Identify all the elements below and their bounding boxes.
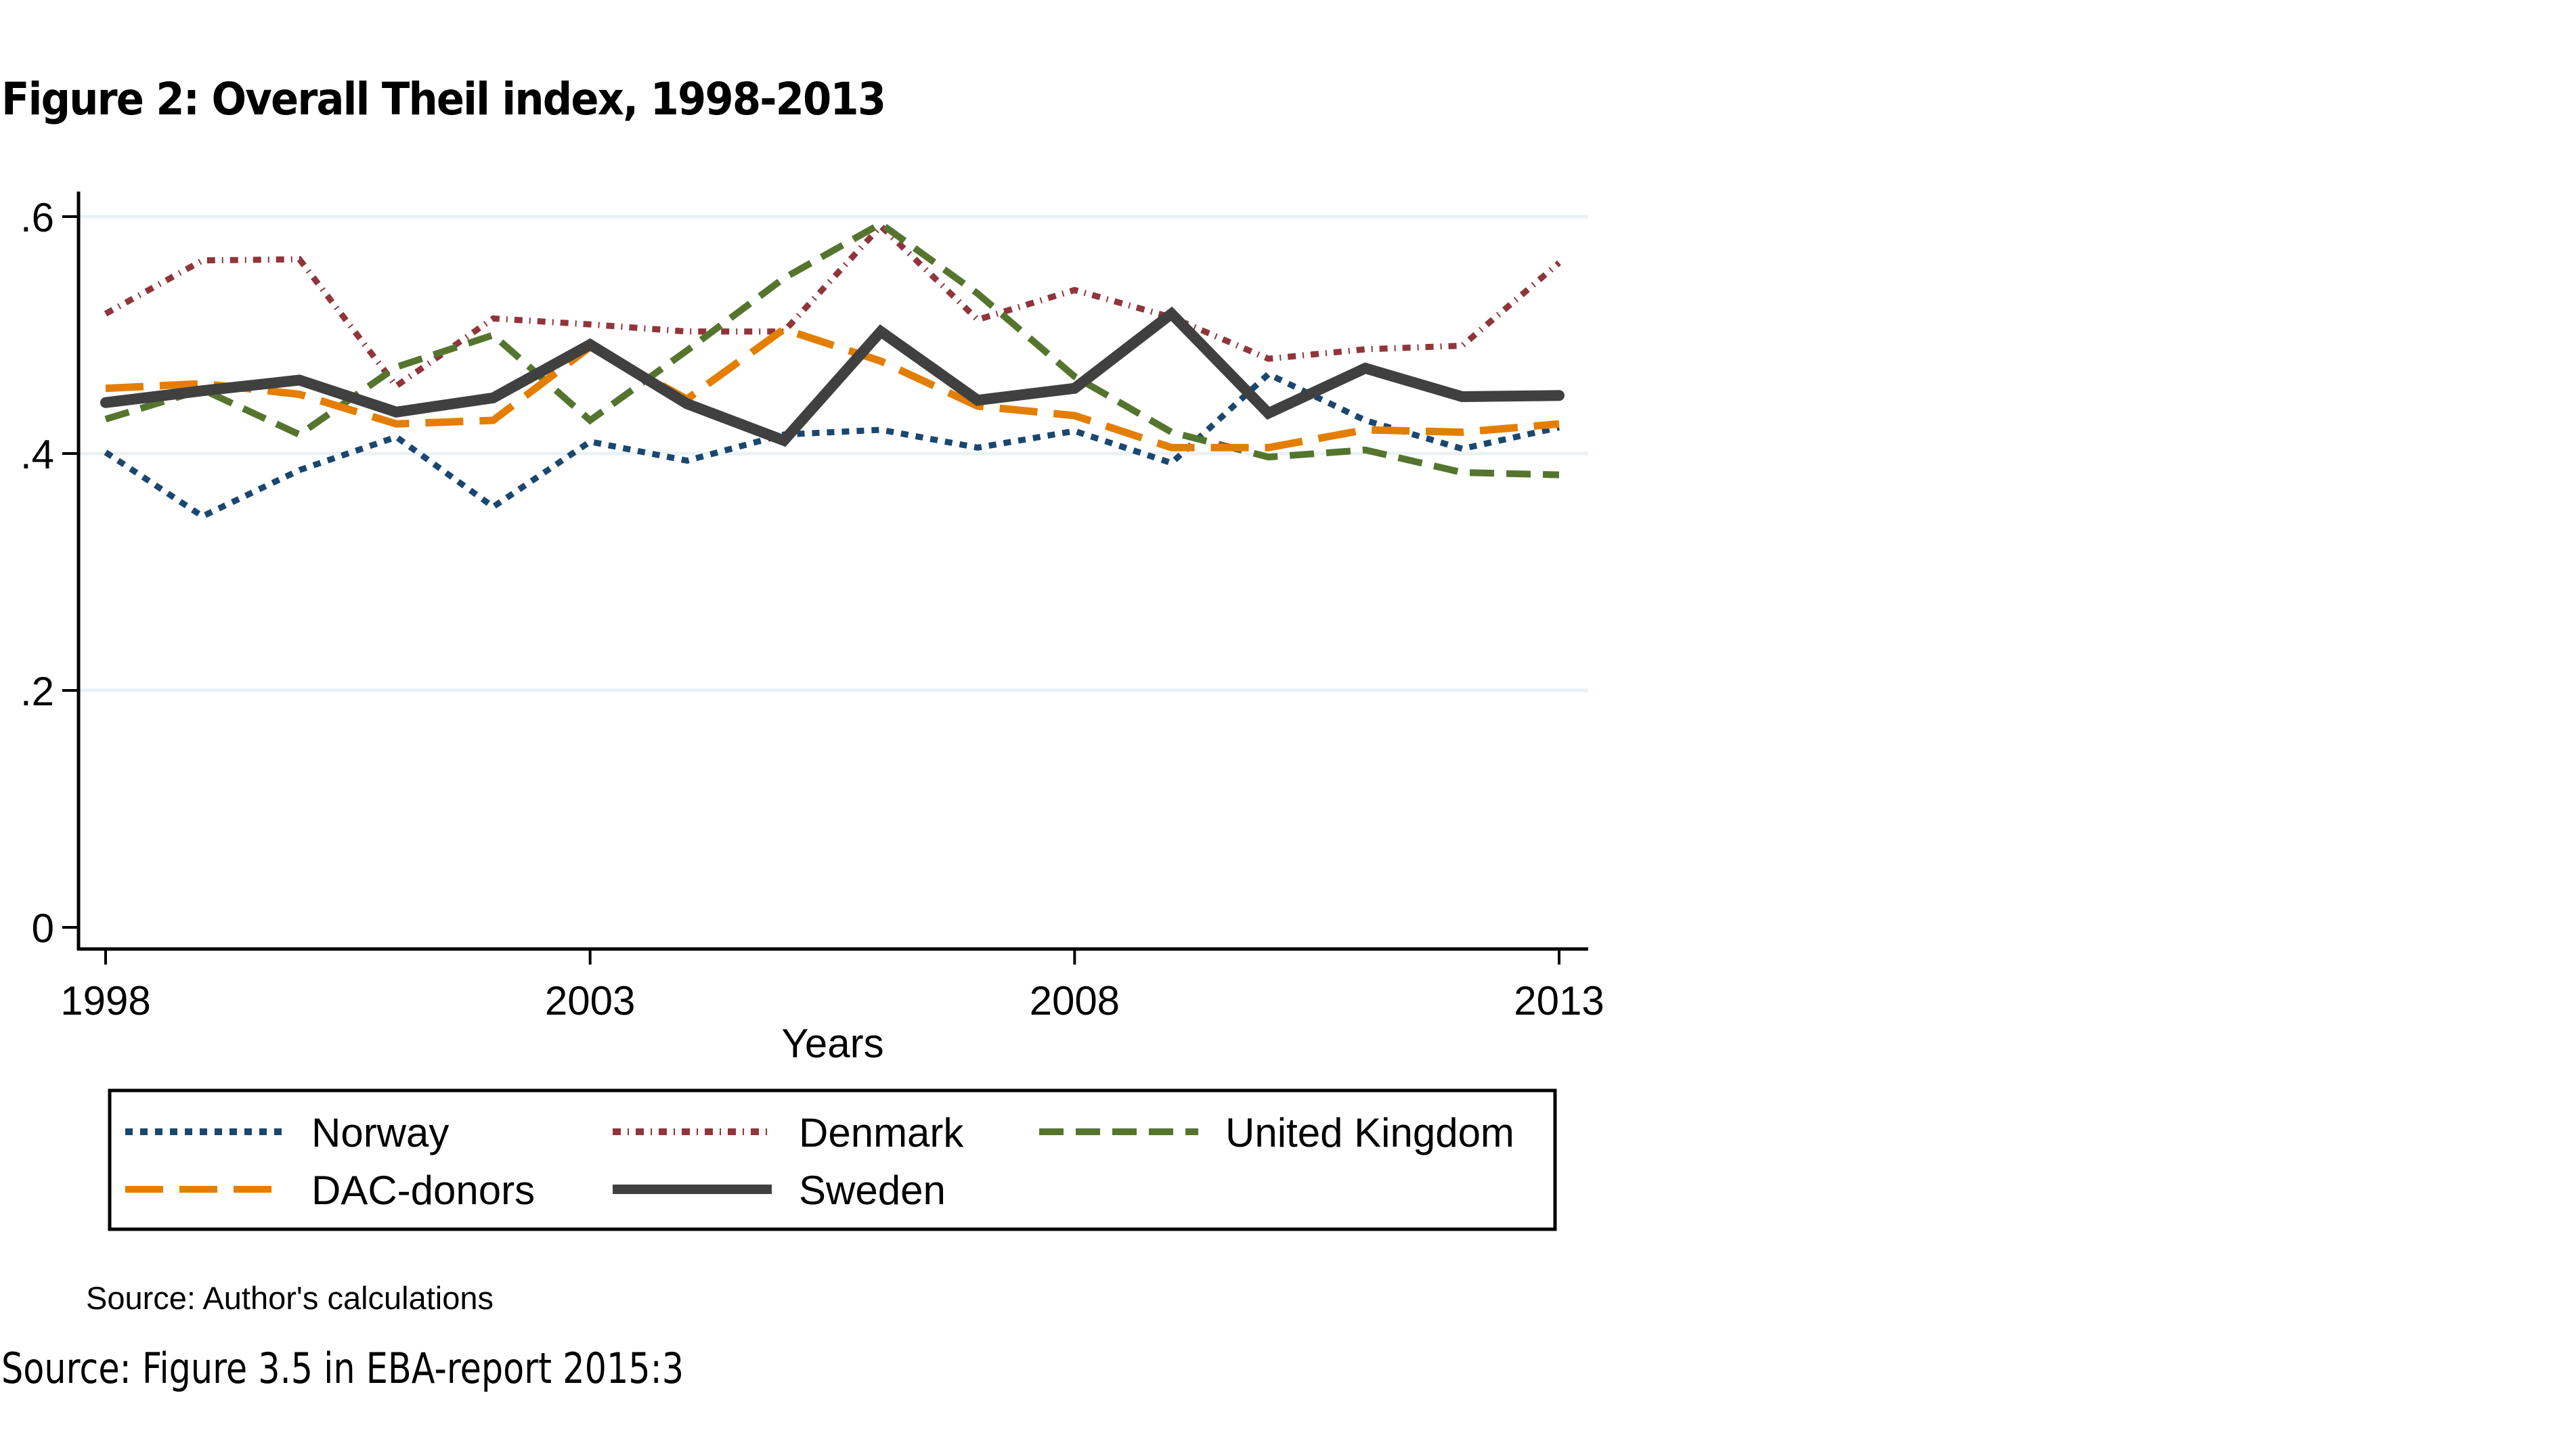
legend: Norway Denmark United Kingdom DAC-donors Swe… [108, 1088, 1557, 1231]
y-tick-label: .6 [20, 195, 54, 240]
figure-title: Figure 2: Overall Theil index, 1998-2013 [1, 73, 886, 125]
legend-item: United Kingdom [1039, 1110, 1514, 1155]
x-axis-title: Years [781, 1021, 883, 1066]
legend-label: DAC-donors [311, 1168, 535, 1213]
series-line-sweden [100, 306, 1565, 447]
legend-label: Norway [311, 1110, 449, 1155]
y-ticks: 0 .2 .4 .6 [20, 195, 79, 951]
axes [76, 192, 1588, 951]
series-line-denmark [104, 221, 1561, 391]
x-ticks: 1998 2003 2008 2013 [60, 950, 1604, 1023]
legend-item: Norway [125, 1110, 449, 1155]
x-tick-label: 1998 [60, 978, 150, 1023]
legend-label: United Kingdom [1225, 1110, 1514, 1155]
y-tick-label: .2 [20, 669, 54, 714]
legend-box [108, 1088, 1557, 1231]
y-tick-label: .4 [20, 432, 54, 477]
legend-item: DAC-donors [125, 1168, 535, 1213]
series-line-norway [104, 370, 1560, 520]
x-tick-label: 2013 [1514, 978, 1604, 1023]
x-tick-label: 2008 [1030, 978, 1120, 1023]
source-citation: Source: Figure 3.5 in EBA-report 2015:3 [1, 1344, 684, 1393]
series-lines [100, 219, 1565, 520]
gridlines [80, 215, 1588, 692]
legend-item: Sweden [613, 1168, 946, 1213]
source-note: Source: Author's calculations [86, 1280, 494, 1316]
x-tick-label: 2003 [545, 978, 635, 1023]
legend-item: Denmark [613, 1110, 964, 1155]
legend-label: Denmark [799, 1110, 964, 1155]
legend-label: Sweden [799, 1168, 946, 1213]
series-line-dac-donors [105, 325, 1560, 451]
y-tick-label: 0 [32, 906, 54, 951]
